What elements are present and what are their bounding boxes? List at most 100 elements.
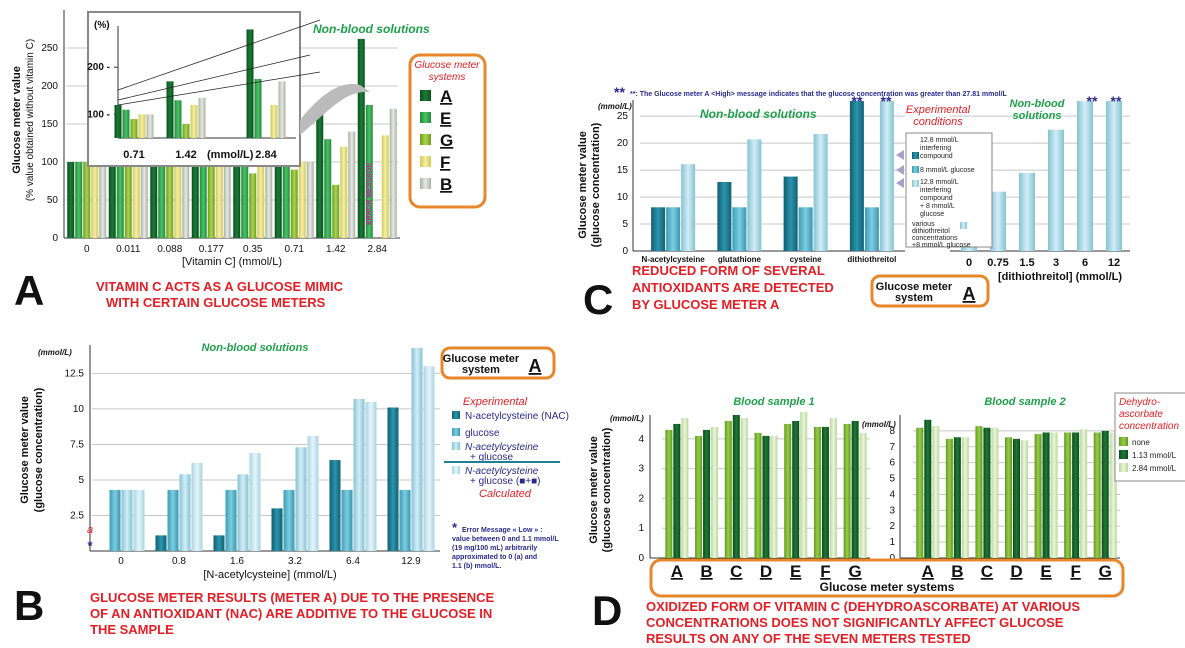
panel-b-x-label: [N-acetylcysteine] (mmol/L) xyxy=(203,569,336,581)
bar xyxy=(1013,438,1020,558)
panel-a-x-label: [Vitamin C] (mmol/L) xyxy=(182,256,282,268)
x-tick-label: 2.84 xyxy=(368,244,388,255)
panel-b-meter-box-label-2: system xyxy=(462,364,500,376)
panel-d-caption-3: RESULTS ON ANY OF THE SEVEN METERS TESTE… xyxy=(646,631,971,646)
x-tick-label: 0.75 xyxy=(987,257,1008,269)
bar xyxy=(249,452,261,551)
bar xyxy=(665,429,673,558)
x-tick-label: 3 xyxy=(1053,257,1059,269)
bar xyxy=(792,420,800,558)
panel-c-meter-box-label-2: system xyxy=(895,292,933,304)
panel-c-caption-2: ANTIOXIDANTS ARE DETECTED xyxy=(632,280,834,295)
meter-letter: A xyxy=(922,562,934,581)
bar xyxy=(770,435,778,558)
panel-c-meter-box-label: Glucose meter xyxy=(876,281,953,293)
bar xyxy=(132,162,140,238)
panel-a-inset: 100 - 200 - 0.71 1.42 2.84 (%) (mmol/L) xyxy=(87,11,321,167)
bar xyxy=(695,435,703,558)
legend-swatch xyxy=(420,90,431,101)
bar xyxy=(274,146,282,238)
panel-b-meter-box-label: Glucose meter xyxy=(443,353,520,365)
panel-c-exp-conditions-2: conditions xyxy=(913,116,963,128)
bar xyxy=(140,162,148,238)
panel-d-sample2-y-ticks: 012345678 xyxy=(889,426,895,564)
bar xyxy=(864,207,879,251)
y-tick-label: 10 xyxy=(73,404,85,415)
bar xyxy=(1050,432,1058,558)
panel-b-x-ticks: 0 0.8 1.6 3.2 6.4 12.9 xyxy=(118,556,421,567)
panel-d-sample2-label: Blood sample 2 xyxy=(984,396,1065,408)
bar xyxy=(233,160,241,238)
bar xyxy=(282,154,290,238)
panel-b-legend-glucose: glucose xyxy=(465,428,500,439)
bar xyxy=(166,162,174,238)
bar xyxy=(724,420,732,558)
x-tick-label: 0.35 xyxy=(243,244,263,255)
y-tick-label: 8 xyxy=(889,426,895,437)
panel-b-legend-calc-b: + glucose (■+■) xyxy=(470,476,540,487)
panel-d-legend-swatch-113 xyxy=(1119,450,1128,459)
panel-c-swatch-3 xyxy=(912,180,919,187)
bar xyxy=(1072,432,1080,558)
y-tick-label: 2.5 xyxy=(70,510,84,521)
y-tick-label: 1 xyxy=(638,523,644,534)
y-tick-label: 20 xyxy=(617,138,629,149)
x-tick-label: dithiothreitol xyxy=(847,255,896,264)
x-tick-label: N-acetylcysteine xyxy=(642,255,706,264)
panel-a-y-label-2: (% value obtained without vitamin C) xyxy=(25,39,36,201)
bar xyxy=(990,191,1006,251)
bar xyxy=(813,426,821,558)
panel-a-inset-frame xyxy=(87,11,301,167)
high-message-stars: ** xyxy=(1087,93,1098,109)
bar xyxy=(332,184,340,238)
legend-label: B xyxy=(440,175,452,194)
y-tick-label: 10 xyxy=(617,192,629,203)
bar xyxy=(329,460,341,551)
y-tick-label: 200 xyxy=(41,81,58,92)
legend-swatch xyxy=(420,134,431,145)
bar xyxy=(138,114,146,138)
y-tick-label: 3 xyxy=(889,505,895,516)
panel-a-nonblood-label: Non-blood solutions xyxy=(313,22,430,36)
meter-letter: E xyxy=(1040,562,1051,581)
panel-b-legend-swatch-glucose xyxy=(452,428,460,436)
bar xyxy=(783,176,798,251)
panel-c-dtt-x-label: [dithiothreitol] (mmol/L) xyxy=(998,271,1122,283)
panel-b-legend-sum-a: N-acetylcysteine xyxy=(465,442,539,453)
y-tick-label: 7.5 xyxy=(70,439,84,450)
bar xyxy=(703,429,711,558)
bar xyxy=(257,165,265,238)
bar xyxy=(829,417,837,558)
x-tick-label: 3.2 xyxy=(288,556,302,567)
panel-c-note-stars: ** xyxy=(614,84,625,100)
x-tick-label: 1.6 xyxy=(230,556,244,567)
bar xyxy=(681,417,689,558)
bar xyxy=(681,164,696,251)
x-tick-label: 6.4 xyxy=(346,556,360,567)
x-tick-label: 0 xyxy=(966,257,972,269)
bar xyxy=(747,139,762,251)
y-tick-label: 4 xyxy=(638,434,644,445)
y-tick-label: 4 xyxy=(889,489,895,500)
bar xyxy=(717,181,732,251)
panel-b-y-label-1: Glucose meter value xyxy=(19,396,31,504)
panel-b-meter-box xyxy=(440,346,556,380)
legend-swatch xyxy=(420,112,431,123)
bar xyxy=(265,154,273,238)
x-tick-label: 0.8 xyxy=(172,556,186,567)
y-tick-label: 5 xyxy=(889,474,895,485)
panel-b-legend: Experimental N-acetylcysteine (NAC) gluc… xyxy=(444,396,569,500)
bar xyxy=(114,104,122,138)
panel-b-low-4: approximated to 0 (a) and xyxy=(452,554,537,561)
meter-letter: A xyxy=(671,562,683,581)
bar xyxy=(122,109,130,138)
bar xyxy=(179,474,191,551)
high-message-stars: ** xyxy=(852,93,863,109)
panel-b-experimental: Experimental xyxy=(463,396,528,408)
y-tick-label: 6 xyxy=(889,458,895,469)
panel-c-cond4-b: dithiothreitol xyxy=(912,228,950,235)
panel-d-legend-swatch-284 xyxy=(1119,463,1128,472)
x-tick-label: 2.84 xyxy=(255,149,277,161)
panel-c-x-ticks: N-acetylcysteine glutathione cysteine dithi… xyxy=(642,255,897,264)
bar xyxy=(1080,429,1088,558)
